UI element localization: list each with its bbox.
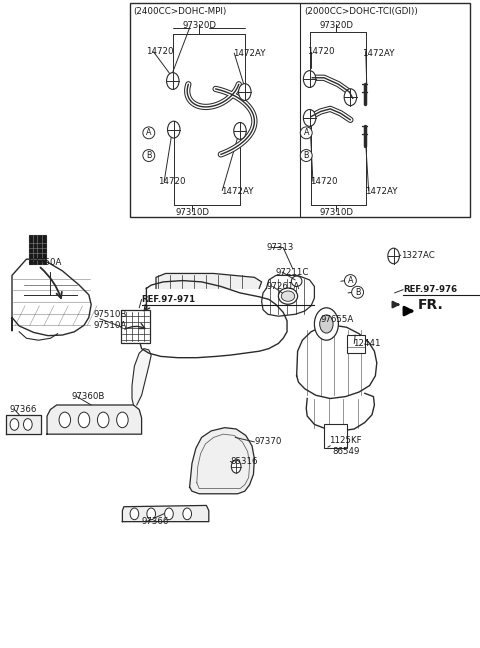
Circle shape xyxy=(130,508,139,520)
Text: A: A xyxy=(303,128,309,137)
Bar xyxy=(347,335,365,353)
Text: 97261A: 97261A xyxy=(266,282,300,291)
Ellipse shape xyxy=(281,291,295,301)
Text: 97360B: 97360B xyxy=(71,392,105,401)
Text: (2000CC>DOHC-TCI(GDI)): (2000CC>DOHC-TCI(GDI)) xyxy=(304,7,418,16)
Text: 97655A: 97655A xyxy=(321,315,354,324)
Text: FR.: FR. xyxy=(418,297,444,312)
Circle shape xyxy=(97,412,109,428)
Circle shape xyxy=(183,508,192,520)
Circle shape xyxy=(344,89,357,106)
Text: B: B xyxy=(146,151,152,160)
Text: A: A xyxy=(348,276,353,285)
Text: 12441: 12441 xyxy=(353,339,380,348)
Polygon shape xyxy=(262,275,314,316)
Text: 1327AC: 1327AC xyxy=(401,251,434,260)
Text: (2400CC>DOHC-MPI): (2400CC>DOHC-MPI) xyxy=(133,7,227,16)
Circle shape xyxy=(165,508,173,520)
Text: 1472AY: 1472AY xyxy=(233,49,265,58)
Polygon shape xyxy=(139,281,287,358)
Text: A: A xyxy=(146,128,152,137)
Text: 1472AY: 1472AY xyxy=(221,187,253,196)
Circle shape xyxy=(167,73,179,89)
Text: 14720: 14720 xyxy=(310,177,337,186)
Text: 97320D: 97320D xyxy=(182,21,216,30)
Ellipse shape xyxy=(291,276,302,286)
Text: 1472AY: 1472AY xyxy=(365,187,397,196)
Polygon shape xyxy=(156,273,262,288)
Text: 97510B: 97510B xyxy=(94,310,127,319)
Text: 97310D: 97310D xyxy=(319,208,353,217)
Text: 14720: 14720 xyxy=(146,47,174,56)
Text: 1472AY: 1472AY xyxy=(362,49,395,58)
Text: 97370: 97370 xyxy=(254,437,282,446)
Text: 97313: 97313 xyxy=(267,243,294,252)
Text: 97211C: 97211C xyxy=(276,268,310,277)
Text: 86549: 86549 xyxy=(333,447,360,456)
Circle shape xyxy=(239,84,251,100)
Circle shape xyxy=(320,315,333,333)
Text: B: B xyxy=(303,151,309,160)
Circle shape xyxy=(314,308,338,340)
Polygon shape xyxy=(190,428,254,494)
Circle shape xyxy=(24,419,32,430)
Polygon shape xyxy=(122,505,209,522)
Text: 14720: 14720 xyxy=(158,177,186,186)
Circle shape xyxy=(117,412,128,428)
Text: 85316: 85316 xyxy=(230,457,258,466)
Circle shape xyxy=(10,419,19,430)
Text: 97310D: 97310D xyxy=(175,208,209,217)
Circle shape xyxy=(234,122,246,139)
Bar xyxy=(29,235,46,264)
Polygon shape xyxy=(297,325,377,399)
Circle shape xyxy=(78,412,90,428)
Ellipse shape xyxy=(278,288,298,305)
Circle shape xyxy=(388,248,399,264)
Circle shape xyxy=(168,121,180,138)
Circle shape xyxy=(303,71,316,87)
Circle shape xyxy=(147,508,156,520)
Polygon shape xyxy=(6,415,41,434)
Bar xyxy=(324,424,347,448)
Circle shape xyxy=(303,110,316,126)
Text: REF.97-976: REF.97-976 xyxy=(403,285,457,294)
Text: 97320D: 97320D xyxy=(319,21,353,30)
Circle shape xyxy=(231,460,241,473)
Polygon shape xyxy=(306,393,374,431)
Text: 87750A: 87750A xyxy=(29,258,62,267)
Circle shape xyxy=(59,412,71,428)
Polygon shape xyxy=(47,405,142,434)
Bar xyxy=(130,3,470,217)
Text: 97366: 97366 xyxy=(10,405,37,414)
Text: B: B xyxy=(355,288,360,297)
Bar xyxy=(121,310,150,343)
Text: 97510A: 97510A xyxy=(94,321,127,330)
Text: 97366: 97366 xyxy=(142,517,169,526)
Polygon shape xyxy=(132,349,151,405)
Text: 1125KF: 1125KF xyxy=(329,436,361,445)
Text: REF.97-971: REF.97-971 xyxy=(142,295,196,304)
Text: 14720: 14720 xyxy=(307,47,335,56)
